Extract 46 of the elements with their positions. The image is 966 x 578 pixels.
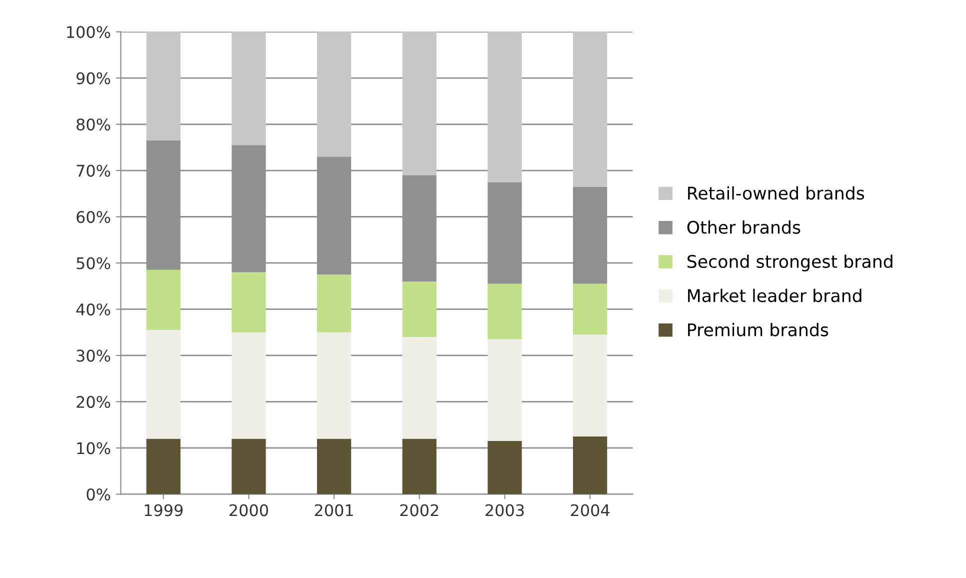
x-tick-label: 2003 [486,504,524,516]
bar [146,330,180,439]
x-tick-label: 1999 [144,504,183,516]
bar [573,32,608,187]
y-tick-label: 80% [76,118,110,131]
bar [402,336,436,439]
bar [232,272,266,332]
y-tick-label: 10% [77,442,110,454]
bar [317,332,352,439]
legend-label: Second strongest brand [688,254,892,272]
bar [488,284,522,340]
legend-label: Market leader brand [688,288,862,302]
bar [232,332,266,439]
y-tick-label: 90% [76,72,110,84]
bar [488,441,522,494]
y-tick-label: 60% [76,210,110,224]
bar [573,284,608,335]
bar [488,32,522,182]
y-tick-label: 0% [86,488,110,500]
y-tick-label: 100% [67,26,110,38]
bar [402,438,436,494]
x-tick-label: 2000 [230,504,268,516]
bar [402,281,436,337]
bar [146,32,180,140]
x-tick-label: 2004 [570,504,610,516]
y-tick-label: 20% [76,396,110,408]
bar [488,339,522,442]
legend-label: Other brands [687,220,800,234]
bar [146,438,180,494]
bar [317,438,352,494]
x-tick-label: 2001 [314,504,353,516]
y-tick-label: 70% [76,164,110,177]
bar [317,274,352,332]
bar [146,270,180,330]
bar [232,32,266,146]
y-tick-label: 40% [76,303,110,316]
legend-label: Retail-owned brands [688,186,864,200]
x-tick-label: 2002 [400,504,438,516]
y-tick-label: 30% [76,350,110,362]
bar [573,334,608,436]
legend-label: Premium brands [688,322,828,336]
bar [232,438,266,494]
bar [402,32,436,176]
bar [573,436,608,494]
y-tick-label: 50% [76,257,110,270]
bar [317,32,352,157]
